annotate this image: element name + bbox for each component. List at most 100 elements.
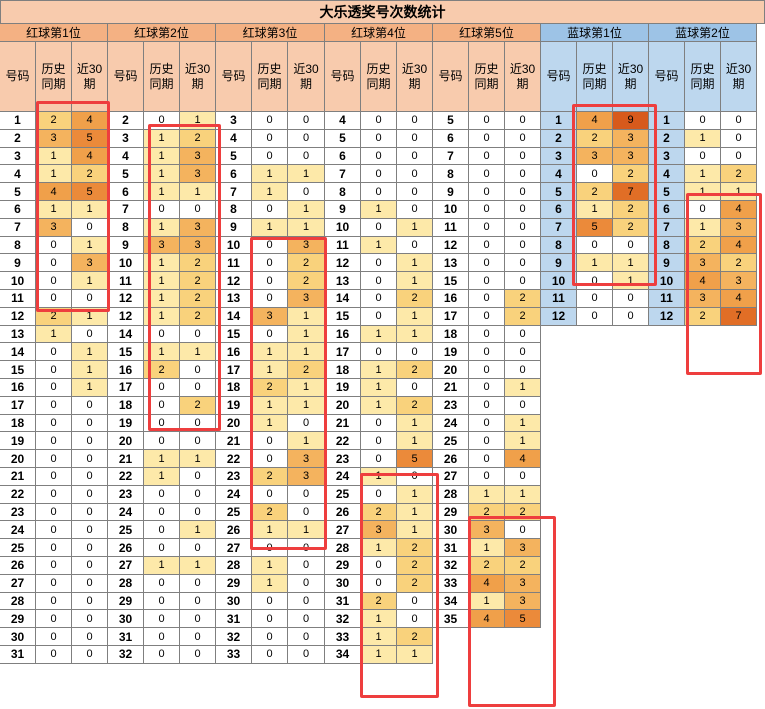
history-count: 0: [36, 396, 72, 415]
history-count: 0: [252, 539, 288, 557]
ball-number: 21: [216, 432, 252, 451]
ball-number: 4: [108, 147, 144, 166]
recent-30-count: 1: [72, 379, 108, 397]
recent-30-count: 0: [505, 521, 541, 540]
ball-number: 33: [325, 628, 361, 646]
recent-30-count: 4: [505, 450, 541, 468]
ball-number: 11: [108, 272, 144, 290]
ball-number: 12: [108, 290, 144, 308]
history-count: 5: [577, 218, 613, 237]
recent-30-count: 0: [180, 201, 216, 219]
ball-number: 9: [541, 254, 577, 273]
recent-30-count: 1: [505, 379, 541, 397]
recent-30-count: 2: [180, 272, 216, 290]
history-count: 1: [361, 325, 397, 344]
column-header: 历史 同期: [685, 42, 721, 112]
ball-number: 7: [216, 183, 252, 201]
recent-30-count: 3: [288, 236, 325, 255]
ball-number: 29: [108, 592, 144, 611]
history-count: 0: [469, 468, 505, 486]
ball-number: 12: [433, 236, 469, 255]
ball-number: 26: [433, 450, 469, 468]
ball-number: 10: [216, 236, 252, 255]
ball-number: 9: [325, 201, 361, 219]
ball-number: 17: [216, 361, 252, 379]
ball-number: 24: [433, 414, 469, 433]
history-count: 1: [361, 201, 397, 219]
ball-number: 25: [108, 521, 144, 540]
history-count: 0: [252, 432, 288, 451]
column-header: 历史 同期: [469, 42, 505, 112]
recent-30-count: 0: [72, 557, 108, 575]
ball-number: 8: [216, 201, 252, 219]
history-count: 1: [469, 592, 505, 611]
recent-30-count: 2: [288, 272, 325, 290]
recent-30-count: 1: [72, 307, 108, 326]
recent-30-count: 0: [721, 147, 757, 166]
recent-30-count: 1: [505, 432, 541, 451]
recent-30-count: 1: [505, 485, 541, 504]
ball-number: 13: [0, 325, 36, 344]
history-count: 0: [361, 574, 397, 593]
column-header: 号码: [541, 42, 577, 112]
recent-30-count: 0: [180, 628, 216, 646]
history-count: 1: [36, 165, 72, 184]
ball-number: 34: [433, 592, 469, 611]
ball-number: 30: [433, 521, 469, 540]
history-count: 2: [361, 503, 397, 522]
ball-number: 8: [541, 236, 577, 255]
recent-30-count: 0: [397, 112, 433, 130]
recent-30-count: 5: [505, 610, 541, 629]
history-count: 0: [144, 503, 180, 522]
ball-number: 32: [216, 628, 252, 646]
ball-number: 11: [433, 218, 469, 237]
history-count: 1: [144, 129, 180, 148]
history-count: 0: [144, 628, 180, 646]
history-count: 1: [144, 290, 180, 308]
column-header: 号码: [433, 42, 469, 112]
history-count: 1: [144, 307, 180, 326]
history-count: 0: [252, 290, 288, 308]
ball-number: 16: [433, 290, 469, 308]
history-count: 1: [144, 557, 180, 575]
ball-number: 32: [325, 610, 361, 629]
history-count: 1: [252, 414, 288, 433]
ball-number: 27: [0, 574, 36, 593]
ball-number: 5: [0, 183, 36, 201]
recent-30-count: 2: [397, 574, 433, 593]
history-count: 0: [361, 254, 397, 273]
recent-30-count: 5: [72, 129, 108, 148]
ball-number: 21: [433, 379, 469, 397]
recent-30-count: 0: [397, 165, 433, 184]
history-count: 0: [36, 236, 72, 255]
column-header: 近30 期: [288, 42, 325, 112]
recent-30-count: 0: [180, 325, 216, 344]
history-count: 0: [361, 165, 397, 184]
recent-30-count: 4: [72, 147, 108, 166]
history-count: 0: [361, 557, 397, 575]
recent-30-count: 0: [72, 218, 108, 237]
column-header: 历史 同期: [252, 42, 288, 112]
recent-30-count: 0: [72, 432, 108, 451]
ball-number: 9: [108, 236, 144, 255]
ball-number: 5: [325, 129, 361, 148]
recent-30-count: 0: [505, 201, 541, 219]
history-count: 3: [36, 129, 72, 148]
history-count: 0: [144, 592, 180, 611]
recent-30-count: 0: [505, 183, 541, 201]
ball-number: 7: [0, 218, 36, 237]
ball-number: 11: [541, 290, 577, 308]
ball-number: 7: [541, 218, 577, 237]
recent-30-count: 2: [505, 557, 541, 575]
ball-number: 11: [216, 254, 252, 273]
column-header: 号码: [649, 42, 685, 112]
history-count: 0: [252, 592, 288, 611]
group-header: 蓝球第2位: [649, 24, 757, 42]
history-count: 0: [252, 147, 288, 166]
recent-30-count: 0: [505, 343, 541, 362]
history-count: 0: [469, 379, 505, 397]
recent-30-count: 0: [721, 129, 757, 148]
history-count: 0: [361, 307, 397, 326]
recent-30-count: 2: [397, 557, 433, 575]
recent-30-count: 0: [613, 307, 649, 326]
